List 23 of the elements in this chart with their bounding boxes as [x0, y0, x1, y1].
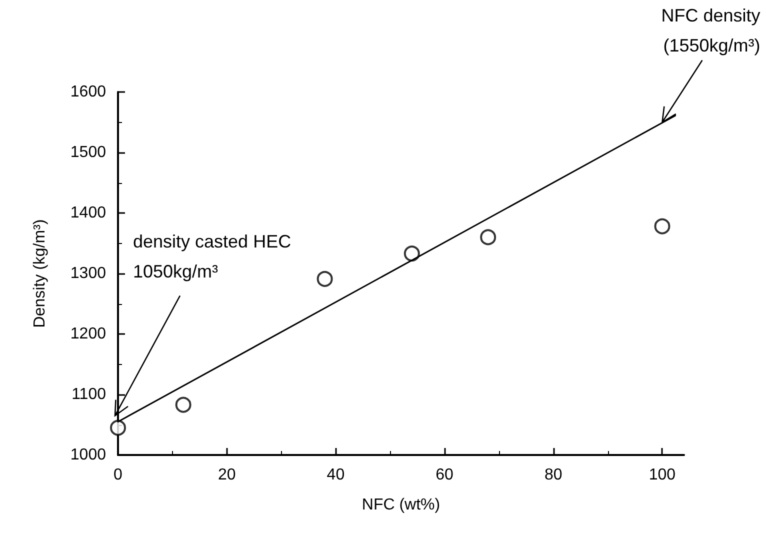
x-tick-label: 60 [436, 466, 454, 484]
point [175, 396, 192, 413]
x-tick-label: 20 [218, 466, 236, 484]
point [316, 270, 333, 287]
point [480, 229, 496, 246]
annotation: density casted HEC 1050kg/m³ [133, 232, 292, 282]
point [110, 420, 126, 436]
point [404, 246, 420, 262]
y-tick-label: 1100 [72, 386, 106, 403]
y-tick-label: 1300 [70, 265, 106, 282]
x-tick-label: 100 [648, 466, 676, 484]
y-tick-label: 1000 [70, 446, 106, 464]
x-tick-label: 0 [114, 466, 123, 484]
y-tick-label: 1600 [70, 84, 106, 100]
x-tick-label: 40 [326, 466, 345, 484]
y-axis-title: Density (kg/m³) [32, 219, 48, 328]
y-tick-label: 1400 [70, 204, 106, 222]
x-tick-label: 80 [544, 466, 562, 484]
annotation: NFC density (1550kg/m³) [661, 5, 760, 56]
y-tick-label: 1500 [70, 144, 106, 161]
point [654, 218, 670, 234]
y-tick-label: 1200 [70, 326, 106, 342]
x-axis-title: NFC (wt%) [362, 496, 440, 514]
